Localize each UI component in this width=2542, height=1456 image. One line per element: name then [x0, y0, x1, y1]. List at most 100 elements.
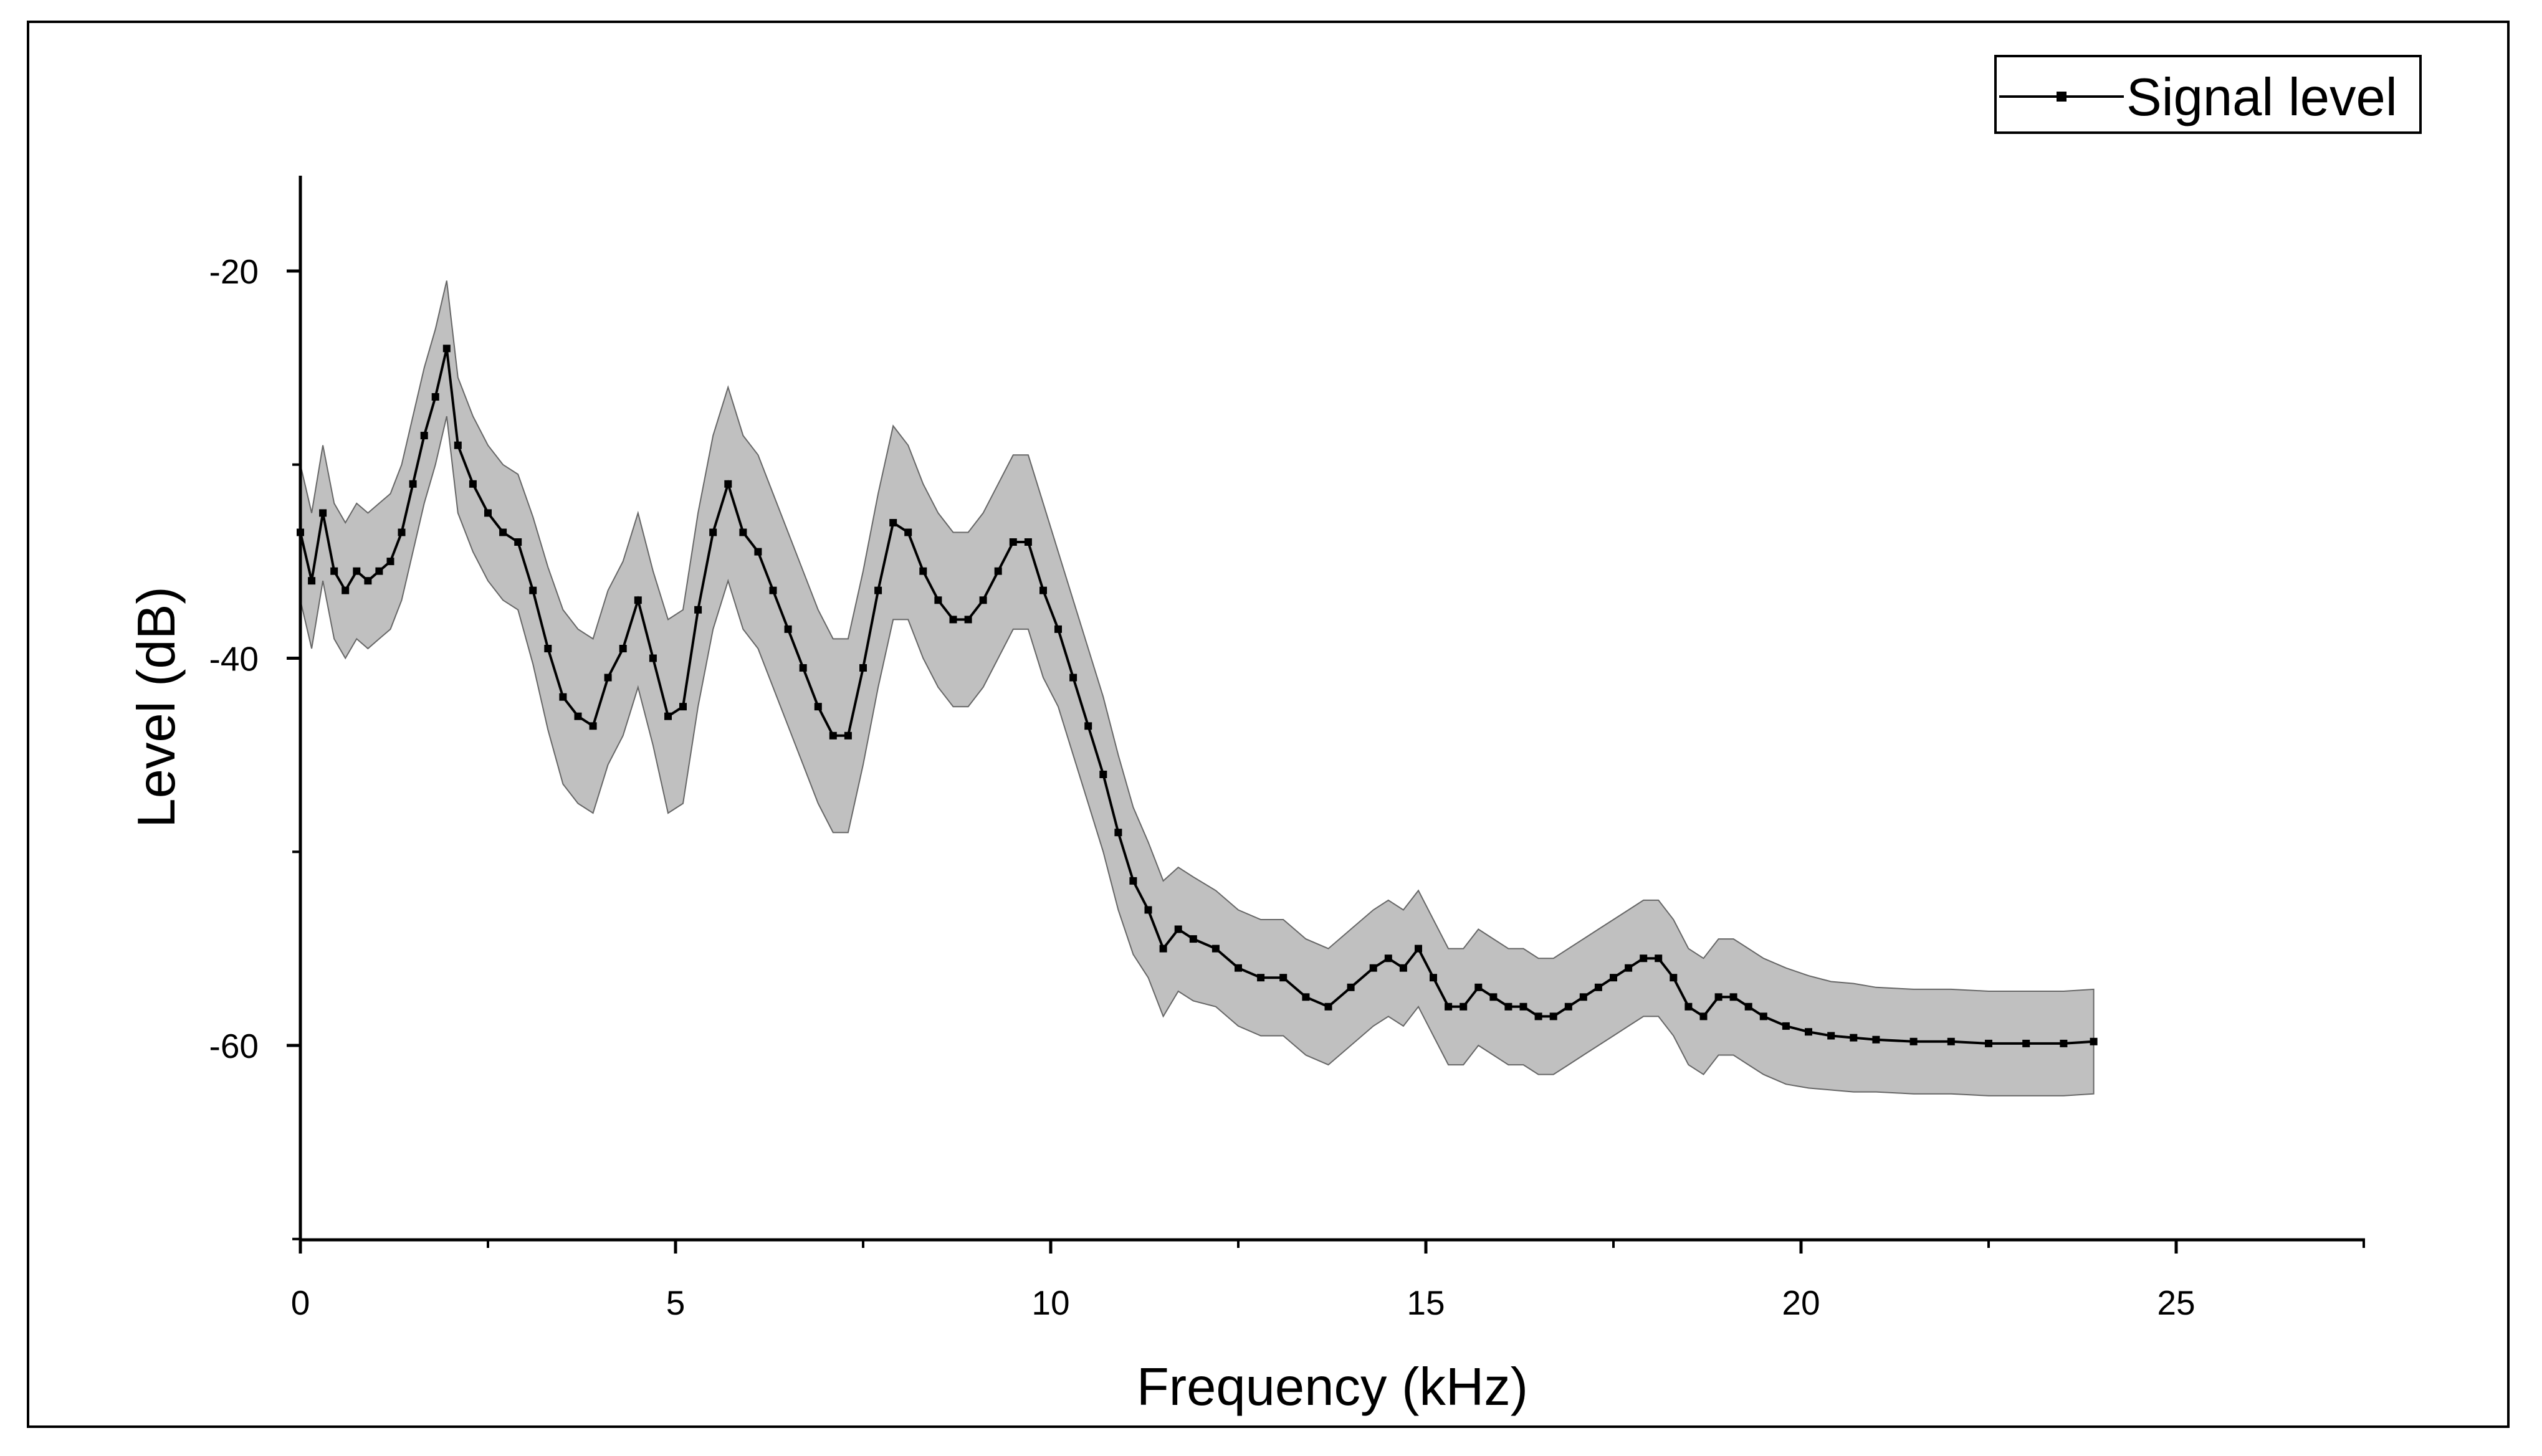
data-point: [1640, 954, 1648, 963]
data-point: [889, 519, 897, 526]
data-point: [1144, 906, 1152, 914]
x-tick-label: 20: [1782, 1283, 1820, 1322]
data-point: [1985, 1039, 1992, 1047]
data-point: [1655, 954, 1663, 963]
data-point: [1174, 925, 1182, 933]
data-point: [454, 441, 462, 449]
legend: Signal level: [1994, 55, 2422, 134]
data-point: [1759, 1012, 1767, 1021]
data-point: [1084, 722, 1092, 730]
data-point: [769, 586, 777, 594]
data-point: [1805, 1028, 1812, 1036]
data-point: [724, 480, 732, 488]
data-point: [754, 548, 762, 556]
data-point: [1189, 935, 1197, 943]
data-point: [398, 528, 406, 536]
data-point: [1211, 944, 1220, 953]
data-point: [1054, 625, 1062, 633]
legend-entry-signal-level: Signal level: [2126, 68, 2397, 127]
y-tick-label: -20: [209, 252, 259, 291]
data-point: [342, 586, 350, 594]
data-point: [442, 345, 451, 353]
data-point: [1430, 974, 1437, 982]
data-point: [2060, 1039, 2068, 1047]
x-tick-label: 25: [2157, 1283, 2195, 1322]
data-point: [1302, 993, 1310, 1001]
data-point: [409, 480, 417, 488]
data-point: [1279, 974, 1288, 982]
data-point: [994, 567, 1002, 575]
data-point: [1009, 538, 1017, 546]
data-point: [544, 645, 552, 652]
data-point: [1625, 964, 1633, 972]
data-point: [1850, 1034, 1858, 1042]
data-point: [964, 616, 972, 624]
data-point: [1369, 964, 1377, 972]
data-point: [386, 558, 394, 566]
data-point: [1384, 954, 1392, 963]
data-point: [2090, 1037, 2098, 1045]
data-point: [664, 712, 672, 720]
data-point: [1235, 964, 1242, 972]
x-tick-label: 5: [666, 1283, 686, 1322]
data-point: [1415, 944, 1422, 953]
x-axis-title: Frequency (kHz): [1137, 1358, 1528, 1417]
data-point: [1909, 1037, 1918, 1045]
data-point: [1729, 993, 1737, 1001]
data-point: [859, 664, 867, 672]
data-point: [1714, 993, 1723, 1001]
x-tick-label: 0: [291, 1283, 310, 1322]
data-point: [364, 577, 372, 585]
data-point: [874, 586, 882, 594]
data-point: [1594, 983, 1602, 991]
data-point: [1489, 993, 1498, 1001]
data-point: [469, 480, 477, 488]
data-point: [1744, 1002, 1752, 1011]
data-point: [1069, 673, 1077, 682]
data-point: [1159, 944, 1167, 953]
data-point: [1579, 993, 1587, 1001]
data-point: [739, 528, 747, 536]
data-point: [484, 509, 492, 517]
data-point: [694, 606, 702, 614]
outer-frame: [27, 21, 2510, 1428]
data-point: [499, 528, 507, 536]
data-point: [979, 596, 987, 604]
data-point: [679, 703, 687, 711]
data-point: [1474, 983, 1483, 991]
y-axis-title: Level (dB): [127, 586, 186, 827]
x-tick-label: 15: [1407, 1283, 1445, 1322]
data-point: [634, 596, 642, 604]
data-point: [308, 577, 316, 585]
y-tick-label: -60: [209, 1027, 259, 1065]
data-point: [1504, 1002, 1512, 1011]
data-point: [1610, 974, 1617, 982]
data-point: [949, 616, 957, 624]
data-point: [1782, 1022, 1790, 1030]
data-point: [1827, 1032, 1835, 1040]
data-point: [904, 528, 912, 536]
data-point: [1114, 829, 1122, 837]
data-point: [1670, 974, 1678, 982]
data-point: [431, 393, 439, 401]
data-point: [574, 712, 582, 720]
plot-area: [297, 280, 2098, 1097]
data-point: [1324, 1002, 1332, 1011]
data-point: [844, 731, 852, 740]
data-point: [1684, 1002, 1693, 1011]
data-point: [1519, 1002, 1527, 1011]
data-point: [934, 596, 942, 604]
data-point: [919, 567, 927, 575]
data-point: [330, 567, 338, 575]
y-tick-label: -40: [209, 640, 259, 678]
uncertainty-band: [300, 280, 2095, 1097]
series-markers: [297, 345, 2098, 1047]
data-point: [1460, 1002, 1468, 1011]
data-point: [829, 731, 837, 740]
data-point: [649, 654, 657, 662]
data-point: [375, 567, 383, 575]
data-point: [1564, 1002, 1572, 1011]
data-point: [619, 645, 627, 652]
data-point: [420, 432, 428, 440]
